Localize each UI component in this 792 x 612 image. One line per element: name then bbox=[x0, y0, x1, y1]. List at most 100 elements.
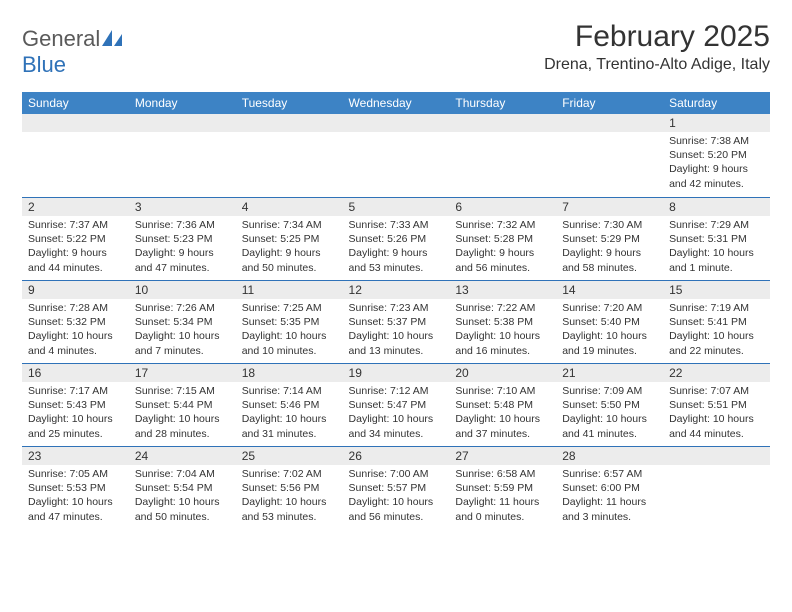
sunset-label: Sunset: bbox=[242, 399, 278, 411]
header: General Blue February 2025 Drena, Trenti… bbox=[22, 20, 770, 78]
sunset-label: Sunset: bbox=[455, 233, 491, 245]
sunset-line: Sunset: 5:41 PM bbox=[669, 315, 764, 329]
sunset-value: 5:53 PM bbox=[67, 482, 106, 494]
sunset-line: Sunset: 5:57 PM bbox=[349, 481, 444, 495]
sunset-label: Sunset: bbox=[135, 233, 171, 245]
sunset-line: Sunset: 5:59 PM bbox=[455, 481, 550, 495]
sunrise-label: Sunrise: bbox=[28, 302, 67, 314]
sunrise-line: Sunrise: 7:36 AM bbox=[135, 218, 230, 232]
sunset-value: 5:35 PM bbox=[280, 316, 319, 328]
calendar-cell: 13Sunrise: 7:22 AMSunset: 5:38 PMDayligh… bbox=[449, 280, 556, 363]
daylight-label: Daylight: bbox=[28, 413, 69, 425]
sunrise-label: Sunrise: bbox=[28, 468, 67, 480]
weekday-header: Tuesday bbox=[236, 92, 343, 114]
logo-text: General Blue bbox=[22, 26, 124, 78]
sunset-value: 5:44 PM bbox=[173, 399, 212, 411]
logo-text-general: General bbox=[22, 26, 100, 51]
day-details: Sunrise: 7:22 AMSunset: 5:38 PMDaylight:… bbox=[449, 299, 556, 362]
sunset-value: 5:26 PM bbox=[387, 233, 426, 245]
sunrise-value: 7:19 AM bbox=[711, 302, 750, 314]
day-details: Sunrise: 7:20 AMSunset: 5:40 PMDaylight:… bbox=[556, 299, 663, 362]
daylight-line: Daylight: 10 hours and 4 minutes. bbox=[28, 329, 123, 357]
sunrise-value: 7:17 AM bbox=[69, 385, 108, 397]
day-details: Sunrise: 7:36 AMSunset: 5:23 PMDaylight:… bbox=[129, 216, 236, 279]
calendar-cell: 2Sunrise: 7:37 AMSunset: 5:22 PMDaylight… bbox=[22, 197, 129, 280]
day-details: Sunrise: 7:09 AMSunset: 5:50 PMDaylight:… bbox=[556, 382, 663, 445]
daylight-label: Daylight: bbox=[562, 413, 603, 425]
calendar-cell: 20Sunrise: 7:10 AMSunset: 5:48 PMDayligh… bbox=[449, 363, 556, 446]
sunset-line: Sunset: 5:54 PM bbox=[135, 481, 230, 495]
day-details: Sunrise: 7:00 AMSunset: 5:57 PMDaylight:… bbox=[343, 465, 450, 528]
day-details: Sunrise: 7:28 AMSunset: 5:32 PMDaylight:… bbox=[22, 299, 129, 362]
sunrise-line: Sunrise: 7:14 AM bbox=[242, 384, 337, 398]
day-number: 6 bbox=[449, 197, 556, 216]
day-details: Sunrise: 7:25 AMSunset: 5:35 PMDaylight:… bbox=[236, 299, 343, 362]
day-number: 24 bbox=[129, 446, 236, 465]
sunrise-value: 6:57 AM bbox=[604, 468, 643, 480]
sunrise-line: Sunrise: 7:02 AM bbox=[242, 467, 337, 481]
sunrise-line: Sunrise: 7:09 AM bbox=[562, 384, 657, 398]
daylight-label: Daylight: bbox=[669, 413, 710, 425]
day-number: 15 bbox=[663, 280, 770, 299]
sunrise-line: Sunrise: 7:25 AM bbox=[242, 301, 337, 315]
sunrise-value: 7:22 AM bbox=[497, 302, 536, 314]
sunrise-line: Sunrise: 7:33 AM bbox=[349, 218, 444, 232]
sunset-value: 5:28 PM bbox=[494, 233, 533, 245]
sunrise-label: Sunrise: bbox=[455, 468, 494, 480]
sunrise-line: Sunrise: 6:58 AM bbox=[455, 467, 550, 481]
calendar-cell: 5Sunrise: 7:33 AMSunset: 5:26 PMDaylight… bbox=[343, 197, 450, 280]
sunrise-value: 7:05 AM bbox=[69, 468, 108, 480]
daylight-line: Daylight: 10 hours and 31 minutes. bbox=[242, 412, 337, 440]
sunset-label: Sunset: bbox=[28, 233, 64, 245]
sunset-label: Sunset: bbox=[455, 482, 491, 494]
sunset-line: Sunset: 5:44 PM bbox=[135, 398, 230, 412]
sunset-label: Sunset: bbox=[455, 399, 491, 411]
sunrise-line: Sunrise: 7:19 AM bbox=[669, 301, 764, 315]
calendar-cell bbox=[449, 114, 556, 197]
sunset-line: Sunset: 5:28 PM bbox=[455, 232, 550, 246]
sunset-value: 5:50 PM bbox=[601, 399, 640, 411]
calendar-cell: 3Sunrise: 7:36 AMSunset: 5:23 PMDaylight… bbox=[129, 197, 236, 280]
day-number: 7 bbox=[556, 197, 663, 216]
calendar-cell: 17Sunrise: 7:15 AMSunset: 5:44 PMDayligh… bbox=[129, 363, 236, 446]
daylight-label: Daylight: bbox=[562, 330, 603, 342]
sunset-value: 5:20 PM bbox=[708, 149, 747, 161]
sunrise-value: 7:37 AM bbox=[69, 219, 108, 231]
sunset-label: Sunset: bbox=[242, 316, 278, 328]
day-number: 19 bbox=[343, 363, 450, 382]
sunrise-line: Sunrise: 7:15 AM bbox=[135, 384, 230, 398]
daylight-line: Daylight: 10 hours and 50 minutes. bbox=[135, 495, 230, 523]
daylight-line: Daylight: 10 hours and 41 minutes. bbox=[562, 412, 657, 440]
sunset-value: 5:25 PM bbox=[280, 233, 319, 245]
calendar-body: 1Sunrise: 7:38 AMSunset: 5:20 PMDaylight… bbox=[22, 114, 770, 529]
sunrise-value: 7:10 AM bbox=[497, 385, 536, 397]
calendar-cell: 7Sunrise: 7:30 AMSunset: 5:29 PMDaylight… bbox=[556, 197, 663, 280]
sunset-value: 5:46 PM bbox=[280, 399, 319, 411]
daylight-label: Daylight: bbox=[669, 163, 710, 175]
day-number bbox=[556, 114, 663, 132]
calendar-cell: 23Sunrise: 7:05 AMSunset: 5:53 PMDayligh… bbox=[22, 446, 129, 529]
daylight-line: Daylight: 9 hours and 58 minutes. bbox=[562, 246, 657, 274]
sunset-label: Sunset: bbox=[669, 316, 705, 328]
daylight-label: Daylight: bbox=[349, 413, 390, 425]
day-number: 11 bbox=[236, 280, 343, 299]
day-number: 22 bbox=[663, 363, 770, 382]
sunrise-label: Sunrise: bbox=[562, 219, 601, 231]
sunrise-label: Sunrise: bbox=[669, 219, 708, 231]
daylight-label: Daylight: bbox=[455, 247, 496, 259]
daylight-line: Daylight: 10 hours and 28 minutes. bbox=[135, 412, 230, 440]
sunrise-value: 7:25 AM bbox=[283, 302, 322, 314]
sunset-line: Sunset: 5:56 PM bbox=[242, 481, 337, 495]
daylight-label: Daylight: bbox=[242, 413, 283, 425]
sunrise-value: 7:34 AM bbox=[283, 219, 322, 231]
sunset-value: 5:51 PM bbox=[708, 399, 747, 411]
sunrise-label: Sunrise: bbox=[669, 302, 708, 314]
day-details: Sunrise: 7:37 AMSunset: 5:22 PMDaylight:… bbox=[22, 216, 129, 279]
sunrise-value: 7:23 AM bbox=[390, 302, 429, 314]
sunrise-line: Sunrise: 7:10 AM bbox=[455, 384, 550, 398]
sunrise-value: 7:12 AM bbox=[390, 385, 429, 397]
sunset-line: Sunset: 5:35 PM bbox=[242, 315, 337, 329]
sunrise-line: Sunrise: 6:57 AM bbox=[562, 467, 657, 481]
day-number: 5 bbox=[343, 197, 450, 216]
day-details: Sunrise: 7:15 AMSunset: 5:44 PMDaylight:… bbox=[129, 382, 236, 445]
